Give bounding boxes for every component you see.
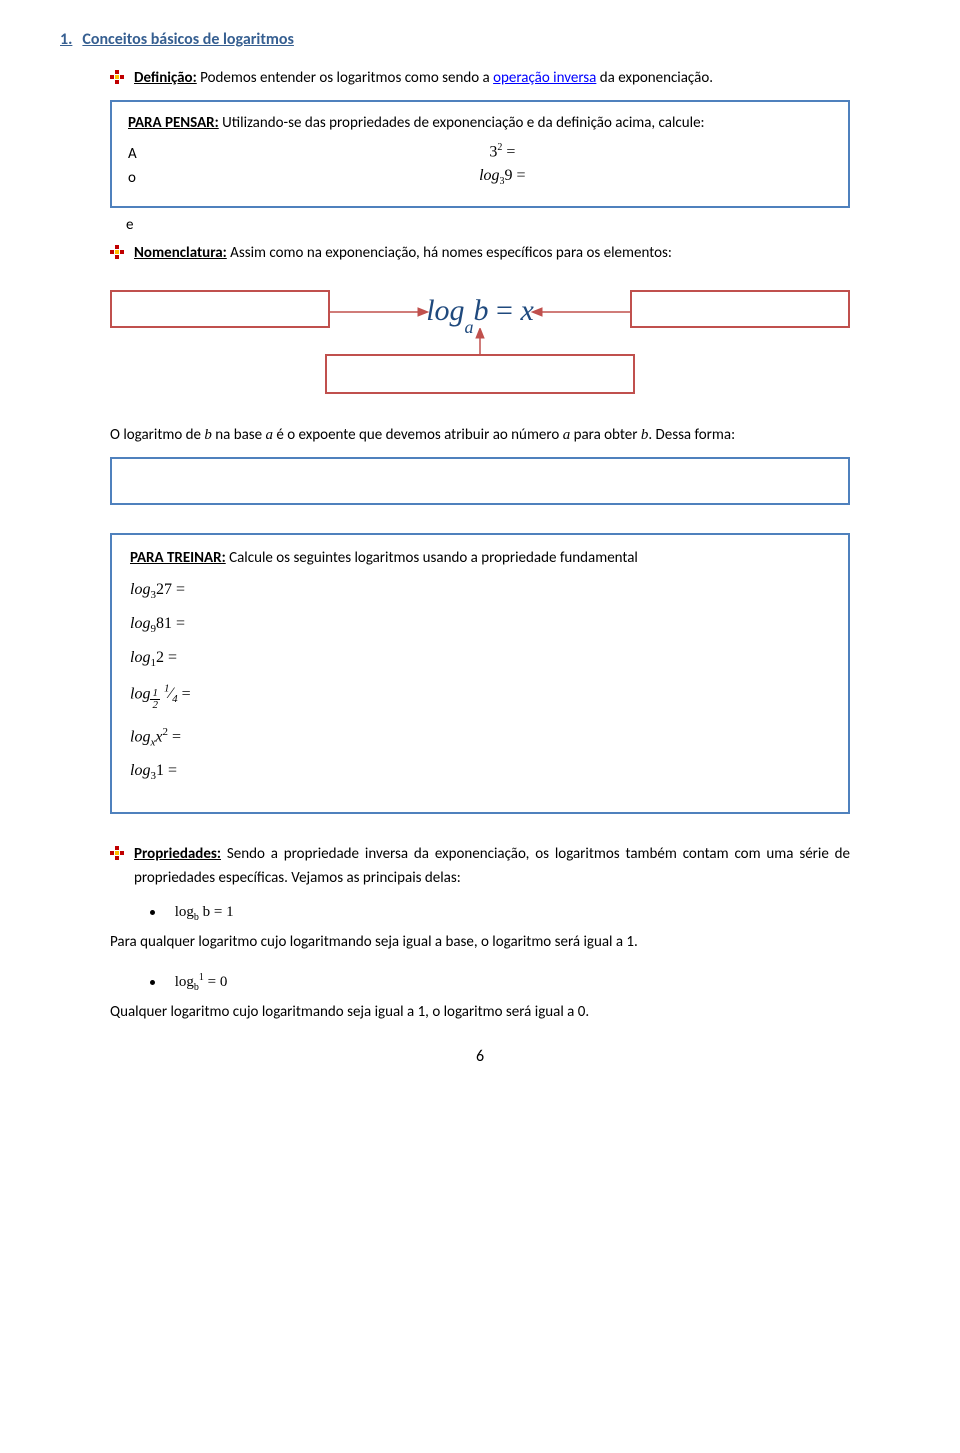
treinar-header: PARA TREINAR: Calcule os seguintes logar…: [130, 549, 830, 567]
prop1-explain: Para qualquer logaritmo cujo logaritmand…: [110, 931, 850, 954]
ex-4: log12 1⁄4 =: [130, 683, 830, 711]
nomenclatura-label: Nomenclatura:: [134, 244, 227, 262]
treinar-lead: PARA TREINAR:: [130, 549, 226, 567]
nomenclatura-text: Nomenclatura: Assim como na exponenciaçã…: [134, 242, 672, 265]
eq-column: 32 = log39 =: [173, 142, 832, 188]
nomenclatura-row: Nomenclatura: Assim como na exponenciaçã…: [110, 242, 900, 267]
ex-2: log981 =: [130, 615, 830, 635]
bullet-icon: [110, 244, 128, 267]
explain-para: O logaritmo de b na base a é o expoente …: [110, 424, 850, 447]
heading-title: Conceitos básicos de logaritmos: [82, 30, 294, 49]
arrow-right: [530, 304, 630, 320]
definicao-text: Definição: Podemos entender os logaritmo…: [134, 67, 713, 90]
callout-left: [110, 290, 330, 328]
para-treinar-box: PARA TREINAR: Calcule os seguintes logar…: [110, 533, 850, 815]
eq-log: log39 =: [173, 167, 832, 187]
propriedades-label: Propriedades:: [134, 845, 221, 863]
empty-box: [110, 457, 850, 505]
page-number: 6: [60, 1047, 900, 1066]
ao-column: A o: [128, 142, 137, 190]
formula-diagram: logab = x: [110, 276, 850, 406]
ex-5: logxx2 =: [130, 726, 830, 749]
ex-3: log12 =: [130, 649, 830, 669]
bullet-icon: [110, 69, 128, 92]
dot-icon: [150, 980, 155, 985]
definicao-row: Definição: Podemos entender os logaritmo…: [110, 67, 900, 92]
propriedades-row: Propriedades: Sendo a propriedade invers…: [110, 842, 850, 890]
dot-icon: [150, 910, 155, 915]
eq-exp: 32 =: [173, 142, 832, 161]
para-pensar-box: PARA PENSAR: Utilizando-se das proprieda…: [110, 100, 850, 208]
heading-number: 1.: [60, 30, 72, 49]
prop2-eq: logb1 = 0: [150, 972, 900, 993]
definicao-label: Definição:: [134, 69, 197, 87]
para-pensar-text: PARA PENSAR: Utilizando-se das proprieda…: [128, 114, 832, 132]
prop1-eq: logb b = 1: [150, 904, 900, 923]
ex-1: log327 =: [130, 581, 830, 601]
ex-6: log31 =: [130, 762, 830, 782]
arrow-left: [330, 304, 430, 320]
prop2-explain: Qualquer logaritmo cujo logaritmando sej…: [110, 1001, 850, 1024]
para-pensar-lead: PARA PENSAR:: [128, 114, 219, 132]
propriedades-text: Propriedades: Sendo a propriedade invers…: [134, 842, 850, 890]
callout-bottom: [325, 354, 635, 394]
callout-right: [630, 290, 850, 328]
inverse-op-link[interactable]: operação inversa: [493, 69, 596, 87]
bullet-icon: [110, 844, 128, 868]
arrow-bottom: [472, 328, 488, 356]
e-label: e: [126, 216, 900, 234]
section-heading: 1. Conceitos básicos de logaritmos: [60, 30, 900, 49]
main-formula: logab = x: [426, 294, 534, 332]
